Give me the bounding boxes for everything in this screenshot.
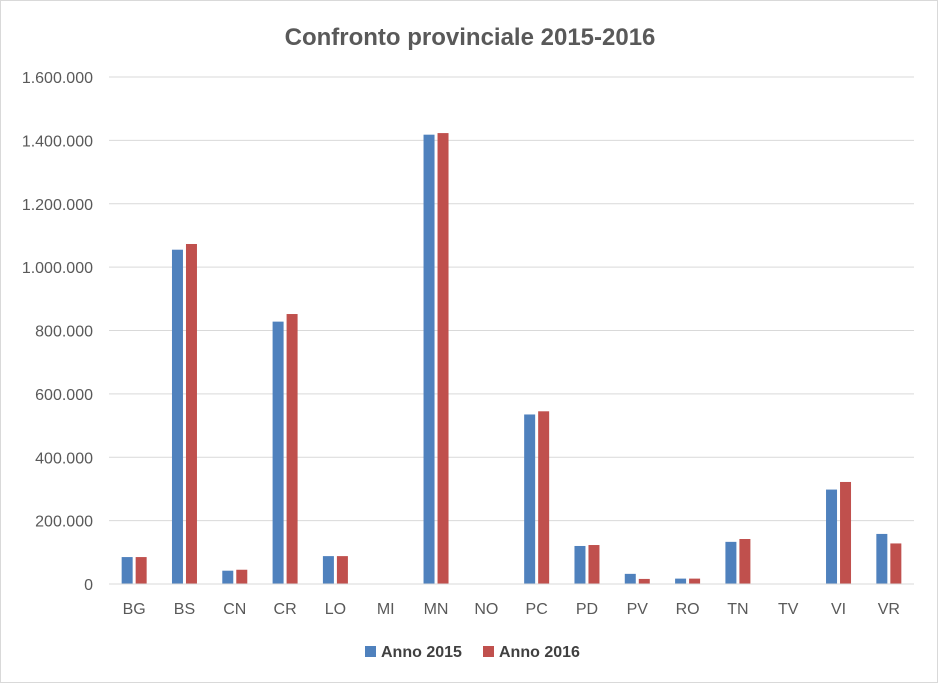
legend-label: Anno 2016 <box>499 644 580 661</box>
bar-anno-2015-vr <box>876 533 888 584</box>
bar-anno-2016-ro <box>689 578 701 584</box>
bar-anno-2015-lo <box>322 556 334 584</box>
bar-anno-2016-cr <box>286 314 298 584</box>
y-tick-label: 200.000 <box>35 514 93 531</box>
x-tick-label: LO <box>325 601 346 618</box>
x-axis-ticks: BG BS CN CR LO MI MN NO PC PD PV RO TN TV VI VR <box>123 601 900 618</box>
bar-anno-2015-cn <box>222 570 234 584</box>
y-tick-label: 1.600.000 <box>22 70 93 87</box>
x-tick-label: VI <box>831 601 846 618</box>
legend-label: Anno 2015 <box>381 644 462 661</box>
bar-anno-2016-mn <box>437 133 449 585</box>
bar-anno-2015-mn <box>423 134 435 584</box>
bar-anno-2016-vi <box>840 481 852 584</box>
x-tick-label: BS <box>174 601 195 618</box>
bar-anno-2016-lo <box>336 556 348 584</box>
x-tick-label: NO <box>474 601 498 618</box>
bar-anno-2015-bs <box>171 249 183 584</box>
y-tick-label: 1.200.000 <box>22 197 93 214</box>
bars <box>121 133 902 585</box>
bar-anno-2016-pv <box>638 578 650 584</box>
chart-title: Confronto provinciale 2015-2016 <box>285 24 656 51</box>
legend-swatch <box>365 646 376 657</box>
x-tick-label: MN <box>424 601 449 618</box>
bar-anno-2016-pc <box>538 411 550 584</box>
y-tick-label: 400.000 <box>35 450 93 467</box>
x-tick-label: PD <box>576 601 598 618</box>
x-tick-label: VR <box>878 601 900 618</box>
legend: Anno 2015 Anno 2016 <box>365 644 580 661</box>
legend-swatch <box>483 646 494 657</box>
y-tick-label: 0 <box>84 577 93 594</box>
bar-anno-2016-bg <box>135 557 147 584</box>
y-tick-label: 1.000.000 <box>22 260 93 277</box>
y-tick-label: 600.000 <box>35 387 93 404</box>
bar-anno-2016-pd <box>588 545 600 584</box>
x-tick-label: RO <box>676 601 700 618</box>
y-tick-label: 1.400.000 <box>22 133 93 150</box>
x-tick-label: TN <box>727 601 748 618</box>
bar-anno-2015-pd <box>574 545 586 584</box>
x-tick-label: MI <box>377 601 395 618</box>
gridlines <box>109 76 914 522</box>
x-tick-label: CR <box>274 601 297 618</box>
y-tick-label: 800.000 <box>35 324 93 341</box>
bar-anno-2015-ro <box>675 578 687 584</box>
bar-anno-2015-cr <box>272 321 284 584</box>
bar-anno-2016-cn <box>236 569 248 584</box>
bar-anno-2016-vr <box>890 543 902 584</box>
bar-anno-2015-pc <box>524 414 536 584</box>
x-tick-label: CN <box>223 601 246 618</box>
bar-anno-2016-bs <box>185 243 197 585</box>
x-tick-label: TV <box>778 601 799 618</box>
x-tick-label: BG <box>123 601 146 618</box>
bar-anno-2015-pv <box>624 573 636 584</box>
x-tick-label: PC <box>526 601 548 618</box>
bar-anno-2015-vi <box>826 489 838 584</box>
y-axis-ticks: 0 200.000 400.000 600.000 800.000 1.000.000 1.… <box>22 70 93 594</box>
x-tick-label: PV <box>627 601 649 618</box>
bar-anno-2016-tn <box>739 539 751 584</box>
bar-anno-2015-tn <box>725 541 737 584</box>
bar-anno-2015-bg <box>121 557 133 584</box>
